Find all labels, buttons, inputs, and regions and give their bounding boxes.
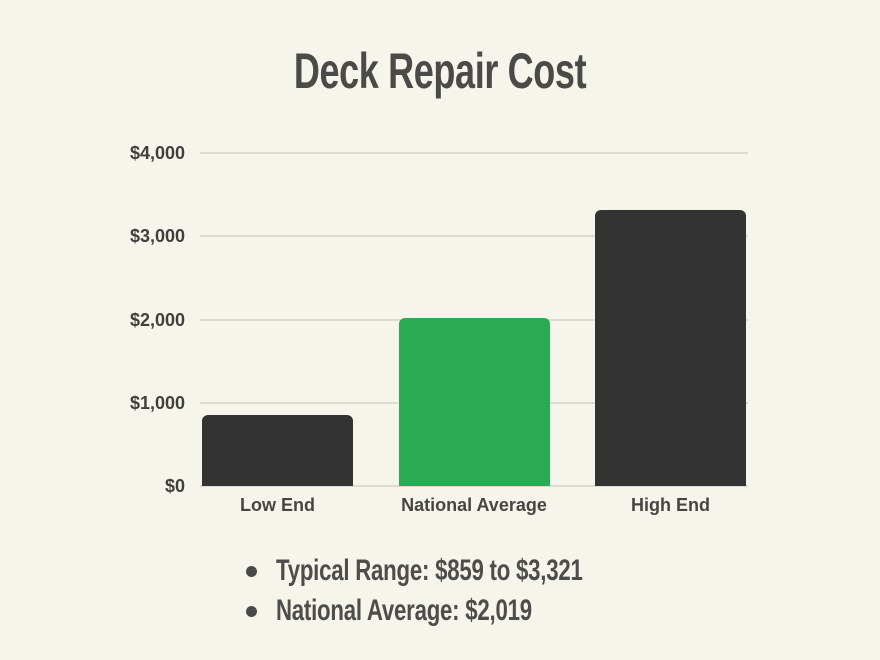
y-axis-tick-label: $4,000 (129, 143, 185, 163)
x-axis-label: National Average (401, 495, 547, 515)
gridline (200, 235, 748, 238)
plot-area: $4,000 $3,000 $2,000 $1,000 $0 Low End Nation… (130, 143, 748, 515)
note-item-national-average: National Average: $2,019 (246, 591, 690, 631)
y-axis-tick-label: $0 (164, 476, 185, 496)
summary-notes: Typical Range: $859 to $3,321 National A… (246, 551, 690, 631)
bullet-icon (246, 565, 257, 577)
x-axis-label: High End (631, 495, 710, 515)
x-axis-label: Low End (240, 495, 315, 515)
bar-high-end: High End (595, 209, 746, 515)
gridline (200, 485, 748, 487)
y-axis-tick-label: $1,000 (129, 392, 185, 413)
gridline (200, 152, 748, 154)
note-text: National Average: $2,019 (276, 594, 532, 627)
chart-title: Deck Repair Cost (0, 42, 880, 100)
bar-low-end: Low End (202, 414, 353, 515)
note-item-typical-range: Typical Range: $859 to $3,321 (246, 551, 690, 591)
chart-title-text: Deck Repair Cost (293, 43, 587, 99)
bars-layer: Low End National Average High End (200, 153, 748, 515)
y-axis-tick-label: $3,000 (129, 226, 185, 247)
y-axis-tick-label: $2,000 (129, 309, 185, 330)
note-text: Typical Range: $859 to $3,321 (276, 554, 583, 587)
bullet-icon (246, 605, 257, 617)
bar-national-average: National Average (398, 317, 550, 515)
